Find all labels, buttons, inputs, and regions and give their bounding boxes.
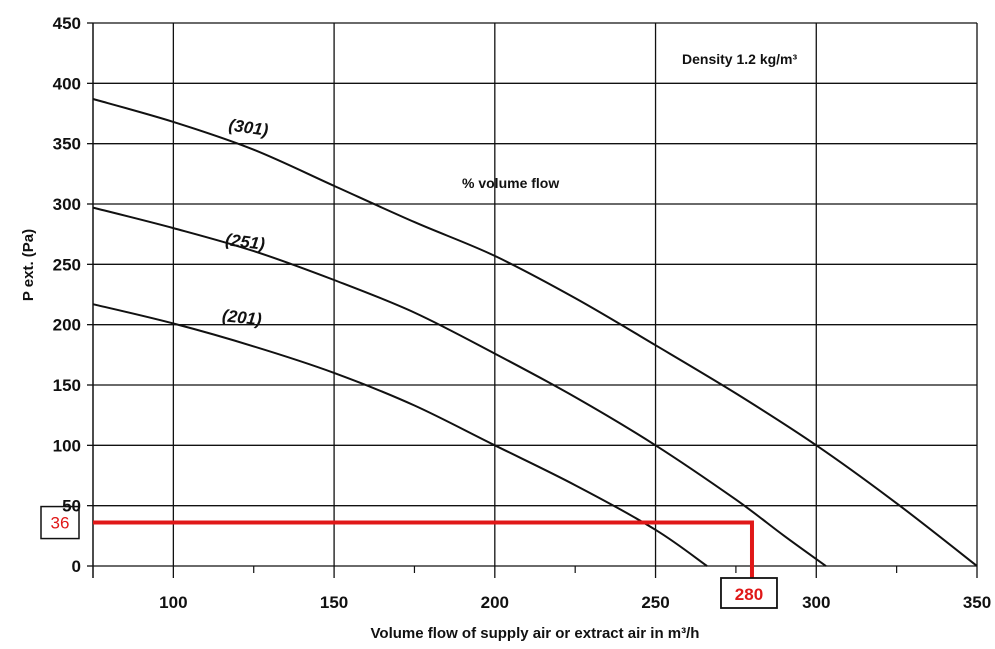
x-tick-label: 250 <box>641 593 669 612</box>
x-axis-title: Volume flow of supply air or extract air… <box>371 625 700 642</box>
operating-point-lines <box>93 520 754 580</box>
operating-point-marker: 36 280 <box>40 505 778 609</box>
x-tick-label: 150 <box>320 593 348 612</box>
curve-301 <box>92 98 978 567</box>
y-tick-label: 50 <box>62 497 81 516</box>
x-value-box <box>720 577 778 609</box>
curves: (301) (251) (201) <box>92 98 978 567</box>
y-tick-label: 100 <box>53 436 81 455</box>
x-tick-label: 350 <box>963 593 991 612</box>
x-tick-label: 300 <box>802 593 830 612</box>
y-tick-label: 300 <box>53 195 81 214</box>
density-note: Density 1.2 kg/m³ <box>682 51 797 67</box>
x-tick-label: 100 <box>159 593 187 612</box>
grid <box>87 22 978 578</box>
curve-label: (301) <box>227 116 269 140</box>
y-tick-label: 350 <box>53 135 81 154</box>
y-tick-label: 0 <box>72 557 81 576</box>
y-tick-label: 150 <box>53 376 81 395</box>
curve-label: (201) <box>221 306 263 329</box>
y-tick-label: 400 <box>53 74 81 93</box>
y-value-box <box>40 505 80 540</box>
curve-251 <box>92 206 827 567</box>
y-axis-title: P ext. (Pa) <box>20 229 37 301</box>
volume-flow-group-label: % volume flow <box>462 175 559 191</box>
y-tick-label: 250 <box>53 255 81 274</box>
y-tick-label: 450 <box>53 14 81 33</box>
y-value-label: 36 <box>51 514 70 533</box>
curve-201 <box>92 303 708 567</box>
curve-label: (251) <box>224 230 266 254</box>
x-tick-label: 200 <box>481 593 509 612</box>
y-tick-label: 200 <box>53 316 81 335</box>
tick-labels: 0 50 100 150 200 250 300 350 400 450 100 150 200 250 3… <box>53 14 992 612</box>
x-value-label: 280 <box>735 585 763 604</box>
